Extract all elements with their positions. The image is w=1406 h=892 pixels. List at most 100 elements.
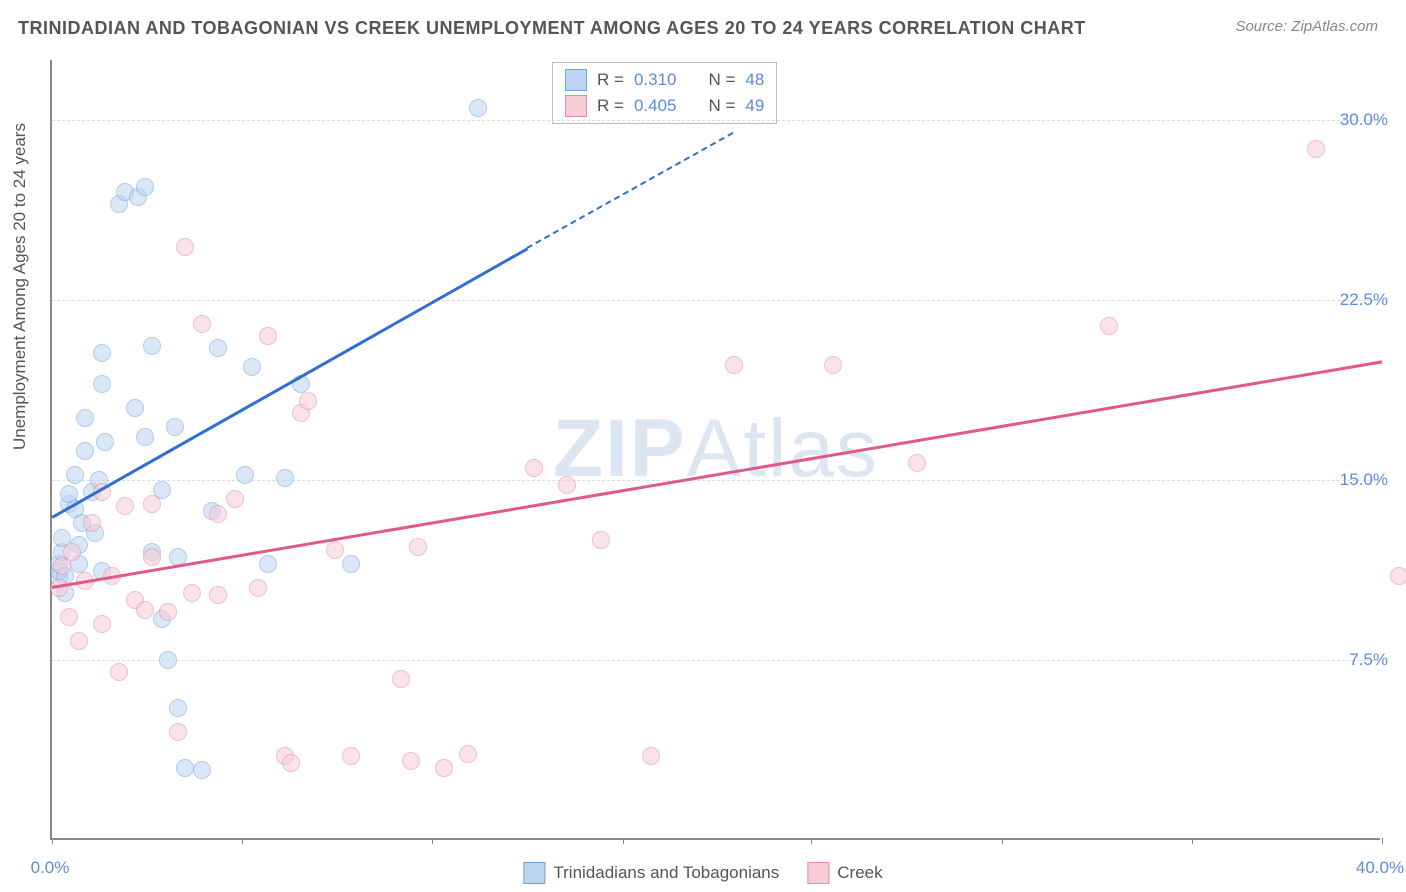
legend-r-value-2: 0.405 xyxy=(634,96,677,116)
plot-area: ZIPAtlas R = 0.310 N = 48 R = 0.405 N = … xyxy=(50,60,1380,840)
y-axis-label: Unemployment Among Ages 20 to 24 years xyxy=(10,123,30,450)
legend-r-label-1: R = xyxy=(597,70,624,90)
legend-bottom-swatch-2 xyxy=(807,862,829,884)
scatter-point-series2 xyxy=(136,601,154,619)
scatter-point-series2 xyxy=(176,238,194,256)
scatter-point-series1 xyxy=(236,466,254,484)
scatter-point-series2 xyxy=(402,752,420,770)
x-tick-mark xyxy=(811,838,812,844)
scatter-point-series2 xyxy=(459,745,477,763)
scatter-point-series1 xyxy=(243,358,261,376)
scatter-point-series2 xyxy=(259,327,277,345)
legend-bottom-item-1: Trinidadians and Tobagonians xyxy=(523,862,779,884)
scatter-point-series2 xyxy=(60,608,78,626)
legend-bottom-item-2: Creek xyxy=(807,862,882,884)
legend-n-label-2: N = xyxy=(708,96,735,116)
scatter-point-series2 xyxy=(525,459,543,477)
scatter-point-series2 xyxy=(70,632,88,650)
chart-title: TRINIDADIAN AND TOBAGONIAN VS CREEK UNEM… xyxy=(18,18,1086,39)
source-label: Source: ZipAtlas.com xyxy=(1235,18,1378,35)
scatter-point-series2 xyxy=(592,531,610,549)
scatter-point-series1 xyxy=(93,344,111,362)
scatter-point-series2 xyxy=(1307,140,1325,158)
legend-bottom-label-1: Trinidadians and Tobagonians xyxy=(553,863,779,883)
legend-bottom-swatch-1 xyxy=(523,862,545,884)
scatter-point-series2 xyxy=(392,670,410,688)
legend-n-value-2: 49 xyxy=(745,96,764,116)
scatter-point-series2 xyxy=(143,548,161,566)
scatter-point-series1 xyxy=(136,178,154,196)
scatter-point-series1 xyxy=(169,699,187,717)
scatter-point-series2 xyxy=(169,723,187,741)
scatter-point-series2 xyxy=(226,490,244,508)
gridline-h xyxy=(52,300,1380,301)
y-tick-label: 30.0% xyxy=(1340,110,1388,130)
legend-r-label-2: R = xyxy=(597,96,624,116)
scatter-point-series1 xyxy=(93,375,111,393)
scatter-point-series1 xyxy=(136,428,154,446)
scatter-point-series2 xyxy=(183,584,201,602)
x-tick-label-left: 0.0% xyxy=(31,858,70,878)
x-tick-mark xyxy=(1382,838,1383,844)
scatter-point-series2 xyxy=(642,747,660,765)
legend-row-series1: R = 0.310 N = 48 xyxy=(565,67,764,93)
scatter-point-series1 xyxy=(259,555,277,573)
legend-r-value-1: 0.310 xyxy=(634,70,677,90)
scatter-point-series1 xyxy=(276,469,294,487)
scatter-point-series1 xyxy=(96,433,114,451)
scatter-point-series1 xyxy=(143,337,161,355)
legend-bottom-label-2: Creek xyxy=(837,863,882,883)
scatter-point-series1 xyxy=(469,99,487,117)
scatter-point-series1 xyxy=(209,339,227,357)
legend-swatch-series2 xyxy=(565,95,587,117)
gridline-h xyxy=(52,120,1380,121)
gridline-h xyxy=(52,660,1380,661)
scatter-point-series2 xyxy=(249,579,267,597)
scatter-point-series2 xyxy=(908,454,926,472)
legend-n-value-1: 48 xyxy=(745,70,764,90)
scatter-point-series2 xyxy=(282,754,300,772)
scatter-point-series2 xyxy=(209,586,227,604)
scatter-point-series2 xyxy=(143,495,161,513)
legend-row-series2: R = 0.405 N = 49 xyxy=(565,93,764,119)
scatter-point-series2 xyxy=(159,603,177,621)
scatter-point-series2 xyxy=(299,392,317,410)
scatter-point-series1 xyxy=(342,555,360,573)
scatter-point-series1 xyxy=(159,651,177,669)
legend-swatch-series1 xyxy=(565,69,587,91)
x-tick-mark xyxy=(623,838,624,844)
scatter-point-series2 xyxy=(83,514,101,532)
scatter-point-series1 xyxy=(76,409,94,427)
chart-container: TRINIDADIAN AND TOBAGONIAN VS CREEK UNEM… xyxy=(0,0,1406,892)
scatter-point-series2 xyxy=(1100,317,1118,335)
scatter-point-series2 xyxy=(209,505,227,523)
scatter-point-series2 xyxy=(435,759,453,777)
scatter-point-series1 xyxy=(193,761,211,779)
scatter-point-series2 xyxy=(725,356,743,374)
y-tick-label: 15.0% xyxy=(1340,470,1388,490)
scatter-point-series2 xyxy=(116,497,134,515)
scatter-point-series2 xyxy=(558,476,576,494)
scatter-point-series2 xyxy=(409,538,427,556)
y-tick-label: 7.5% xyxy=(1349,650,1388,670)
legend-bottom: Trinidadians and Tobagonians Creek xyxy=(523,862,882,884)
x-tick-mark xyxy=(52,838,53,844)
scatter-point-series2 xyxy=(326,541,344,559)
scatter-point-series2 xyxy=(193,315,211,333)
watermark: ZIPAtlas xyxy=(553,402,879,496)
scatter-point-series1 xyxy=(66,466,84,484)
scatter-point-series1 xyxy=(76,442,94,460)
scatter-point-series1 xyxy=(126,399,144,417)
scatter-point-series2 xyxy=(63,543,81,561)
x-tick-mark xyxy=(1002,838,1003,844)
scatter-point-series1 xyxy=(176,759,194,777)
regression-line-dash xyxy=(527,132,734,249)
x-tick-mark xyxy=(242,838,243,844)
x-tick-mark xyxy=(432,838,433,844)
scatter-point-series2 xyxy=(824,356,842,374)
legend-n-label-1: N = xyxy=(708,70,735,90)
scatter-point-series2 xyxy=(93,615,111,633)
scatter-point-series1 xyxy=(166,418,184,436)
scatter-point-series2 xyxy=(1390,567,1406,585)
y-tick-label: 22.5% xyxy=(1340,290,1388,310)
